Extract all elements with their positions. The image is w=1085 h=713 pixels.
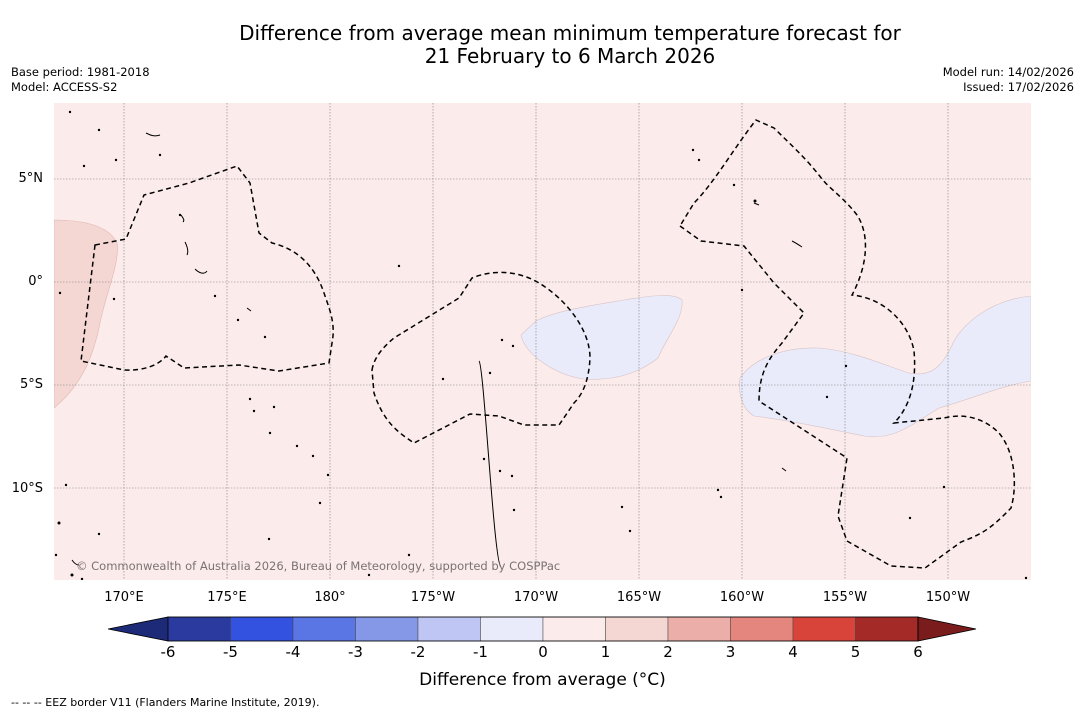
colorbar-tick-9: 3 xyxy=(725,643,736,661)
lat-label-5s: 5°S xyxy=(19,377,43,392)
issued-date: Issued: 17/02/2026 xyxy=(963,80,1074,94)
colorbar-title: Difference from average (°C) xyxy=(419,670,666,690)
anomaly-region-warm-west xyxy=(54,219,118,409)
colorbar-swatch-2 xyxy=(292,616,356,642)
lon-label-170w: 170°W xyxy=(513,590,559,605)
colorbar-tick-6: 0 xyxy=(538,643,548,661)
colorbar-tick-3: -3 xyxy=(348,643,363,661)
colorbar-swatch-5 xyxy=(480,616,544,642)
copyright-notice: © Commonwealth of Australia 2026, Bureau… xyxy=(76,559,561,573)
colorbar-tick-2: -4 xyxy=(285,643,301,661)
colorbar-tick-4: -2 xyxy=(410,643,426,661)
colorbar-swatch-9 xyxy=(730,616,794,642)
colorbar-swatch-8 xyxy=(667,616,731,642)
meta-right: Model run: 14/02/2026 Issued: 17/02/2026 xyxy=(943,65,1074,95)
meta-left: Base period: 1981-2018 Model: ACCESS-S2 xyxy=(11,65,150,95)
colorbar-tick-11: 5 xyxy=(850,643,861,661)
colorbar-swatch-7 xyxy=(605,616,669,642)
colorbar-swatch-6 xyxy=(542,616,606,642)
title-line-2: 21 February to 6 March 2026 xyxy=(424,44,716,68)
colorbar-tick-8: 2 xyxy=(663,643,673,661)
lat-label-0: 0° xyxy=(28,274,43,289)
islands xyxy=(71,132,803,568)
model-name: Model: ACCESS-S2 xyxy=(11,80,118,94)
colorbar-swatch-3 xyxy=(355,616,419,642)
lon-label-155w: 155°W xyxy=(822,590,868,605)
colorbar-swatch-10 xyxy=(792,616,856,642)
lat-label-5n: 5°N xyxy=(18,171,44,186)
lon-label-175e: 175°E xyxy=(207,590,247,605)
colorbar xyxy=(108,616,977,642)
colorbar-low-extend xyxy=(108,616,169,642)
colorbar-tick-7: 1 xyxy=(600,643,611,661)
colorbar-tick-1: -5 xyxy=(223,643,238,661)
colorbar-high-extend xyxy=(917,616,977,642)
colorbar-tick-10: 4 xyxy=(788,643,798,661)
base-period: Base period: 1981-2018 xyxy=(11,65,150,79)
colorbar-swatches xyxy=(167,616,919,642)
anomaly-region-cool-central xyxy=(520,295,683,380)
map-canvas xyxy=(54,103,1031,580)
lat-label-10s: 10°S xyxy=(11,481,43,496)
anomaly-region-cool-east xyxy=(739,295,1031,438)
lon-label-170e: 170°E xyxy=(104,590,144,605)
lon-label-160w: 160°W xyxy=(719,590,765,605)
model-run: Model run: 14/02/2026 xyxy=(942,65,1074,79)
lon-label-165w: 165°W xyxy=(616,590,662,605)
islands-small xyxy=(54,110,1028,580)
eez-borders xyxy=(80,119,1016,569)
lon-label-175w: 175°W xyxy=(410,590,456,605)
colorbar-tick-5: -1 xyxy=(473,643,488,661)
colorbar-swatch-4 xyxy=(417,616,481,642)
colorbar-tick-0: -6 xyxy=(160,643,176,661)
colorbar-swatch-0 xyxy=(167,616,231,642)
lon-label-150w: 150°W xyxy=(925,590,971,605)
colorbar-swatch-1 xyxy=(230,616,294,642)
lat-gridlines xyxy=(54,178,1031,489)
map-title: Difference from average mean minimum tem… xyxy=(0,22,1085,68)
lon-label-180: 180° xyxy=(314,590,346,605)
colorbar-swatch-11 xyxy=(855,616,919,642)
title-line-1: Difference from average mean minimum tem… xyxy=(239,21,901,45)
forecast-map: © Commonwealth of Australia 2026, Bureau… xyxy=(54,103,1031,580)
eez-legend-footer: -- -- -- EEZ border V11 (Flanders Marine… xyxy=(11,696,320,709)
colorbar-tick-12: 6 xyxy=(913,643,923,661)
